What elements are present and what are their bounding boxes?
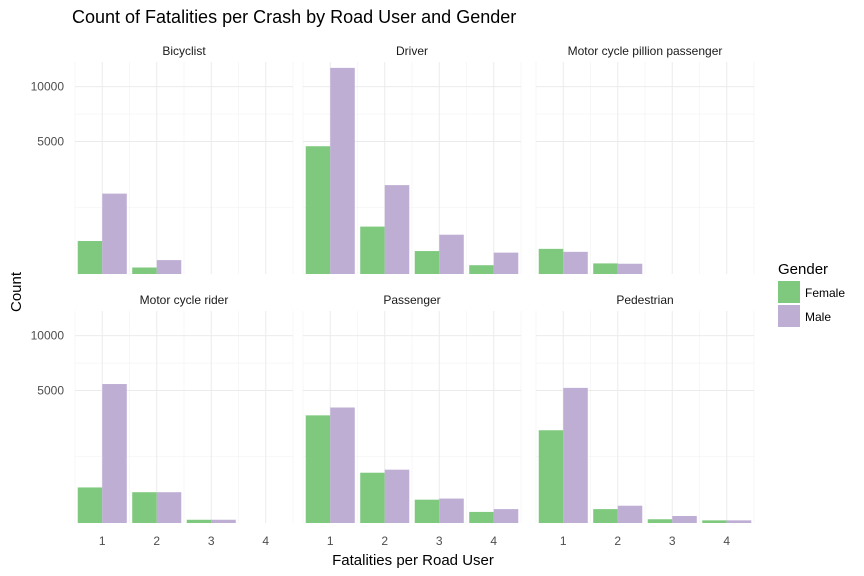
bar-male: [726, 520, 752, 523]
legend-swatch-female: [778, 281, 800, 303]
bar-male: [384, 469, 410, 523]
panels: Bicyclist Driver Motor cycle pillion passe…: [74, 44, 755, 523]
bar-female: [186, 519, 212, 523]
facet-label: Motor cycle rider: [140, 293, 229, 307]
facet-panel: Bicyclist: [74, 44, 294, 274]
facet-panel: Motor cycle pillion passenger: [535, 44, 755, 274]
x-axis-title: Fatalities per Road User: [332, 552, 494, 569]
y-tick-label: 5000: [37, 135, 64, 149]
legend-label-male: Male: [805, 310, 831, 324]
bar-female: [647, 519, 673, 523]
bar-male: [384, 185, 410, 274]
facet-label: Bicyclist: [162, 44, 206, 58]
bar-male: [439, 498, 464, 523]
x-tick-label: 4: [262, 534, 269, 548]
legend-items: Female Male: [778, 281, 845, 327]
bar-female: [132, 267, 157, 274]
facet-label: Pedestrian: [616, 293, 673, 307]
bar-female: [593, 509, 618, 523]
legend-title: Gender: [778, 261, 828, 278]
x-tick-label: 1: [99, 534, 106, 548]
x-tick-label: 2: [381, 534, 388, 548]
bar-female: [132, 492, 157, 523]
y-tick-label: 10000: [31, 329, 65, 343]
legend-label-female: Female: [805, 286, 845, 300]
x-tick-label: 3: [669, 534, 676, 548]
x-tick-label: 4: [723, 534, 730, 548]
facet-label: Driver: [396, 44, 428, 58]
axis-ticks: 5000 10000 5000 10000 1 2 3 4 1 2 3 4 1 2 3 4: [31, 80, 731, 548]
bar-female: [360, 472, 385, 523]
bar-male: [617, 505, 643, 523]
x-tick-label: 1: [560, 534, 567, 548]
facet-label: Passenger: [383, 293, 440, 307]
facet-panel: Driver: [302, 44, 522, 274]
x-tick-label: 1: [327, 534, 334, 548]
facet-panel: Passenger: [302, 293, 522, 523]
bar-female: [305, 415, 331, 523]
chart-title: Count of Fatalities per Crash by Road Us…: [72, 7, 516, 27]
bar-male: [156, 492, 182, 523]
bar-female: [360, 226, 385, 274]
y-axis-title: Count: [8, 271, 25, 312]
x-tick-label: 2: [153, 534, 160, 548]
facet-label: Motor cycle pillion passenger: [568, 44, 723, 58]
bar-female: [538, 248, 564, 274]
legend: Gender Female Male: [778, 261, 845, 327]
bar-male: [617, 263, 643, 274]
bar-male: [563, 387, 588, 523]
bar-male: [672, 515, 697, 523]
facet-panel: Motor cycle rider: [74, 293, 294, 523]
bar-female: [469, 265, 494, 274]
bar-female: [414, 251, 440, 274]
bar-male: [102, 193, 127, 274]
bar-female: [593, 263, 618, 274]
bar-male: [330, 67, 355, 274]
bar-male: [102, 384, 127, 523]
x-tick-label: 2: [614, 534, 621, 548]
x-tick-label: 3: [208, 534, 215, 548]
bar-female: [469, 511, 494, 523]
bar-male: [493, 252, 519, 274]
legend-swatch-male: [778, 305, 800, 327]
bar-male: [493, 509, 519, 523]
bar-male: [330, 407, 355, 523]
bar-female: [414, 499, 440, 523]
bar-male: [156, 260, 182, 274]
bar-female: [305, 146, 331, 274]
x-tick-label: 4: [490, 534, 497, 548]
bar-male: [439, 234, 464, 274]
y-tick-label: 5000: [37, 384, 64, 398]
bar-female: [77, 241, 103, 274]
bar-female: [538, 430, 564, 523]
x-tick-label: 3: [436, 534, 443, 548]
bar-male: [211, 519, 236, 523]
facet-panel: Pedestrian: [535, 293, 755, 523]
bar-female: [77, 487, 103, 523]
y-tick-label: 10000: [31, 80, 65, 94]
bar-female: [702, 520, 727, 523]
bar-male: [563, 251, 588, 274]
